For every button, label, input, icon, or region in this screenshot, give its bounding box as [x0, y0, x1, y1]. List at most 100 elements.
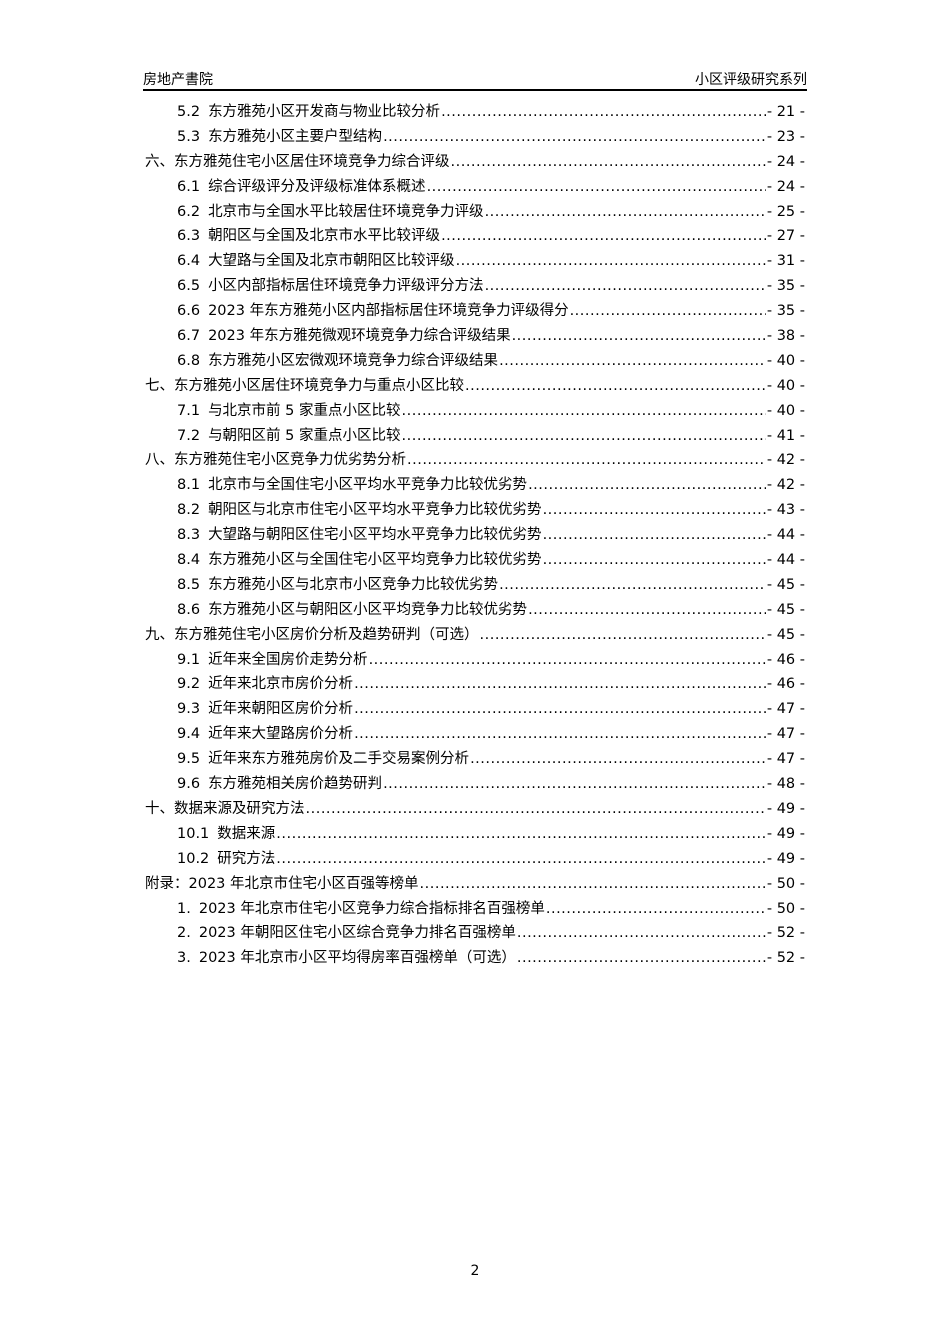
header-right: 小区评级研究系列 — [695, 72, 807, 88]
toc-entry[interactable]: 3. 2023 年北京市小区平均得房率百强榜单（可选） - 52 - — [145, 946, 805, 971]
toc-entry-title: 近年来全国房价走势分析 — [208, 651, 368, 668]
toc-entry[interactable]: 10.2 研究方法 - 49 - — [145, 847, 805, 872]
toc-entry[interactable]: 6.1 综合评级评分及评级标准体系概述 - 24 - — [145, 175, 805, 200]
toc-entry[interactable]: 2. 2023 年朝阳区住宅小区综合竞争力排名百强榜单 - 52 - — [145, 921, 805, 946]
toc-entry[interactable]: 6.7 2023 年东方雅苑微观环境竞争力综合评级结果 - 38 - — [145, 324, 805, 349]
toc-entry[interactable]: 6.6 2023 年东方雅苑小区内部指标居住环境竞争力评级得分 - 35 - — [145, 299, 805, 324]
dot-leader — [517, 946, 766, 971]
toc-entry-title: 近年来北京市房价分析 — [208, 676, 354, 693]
dot-leader — [470, 747, 766, 772]
toc-entry-page: - 46 - — [766, 676, 805, 693]
toc-entry[interactable]: 9.1 近年来全国房价走势分析 - 46 - — [145, 648, 805, 673]
dot-leader — [543, 523, 766, 548]
toc-entry[interactable]: 6.4 大望路与全国及北京市朝阳区比较评级 - 31 - — [145, 249, 805, 274]
toc-entry[interactable]: 8.2 朝阳区与北京市住宅小区平均水平竞争力比较优劣势 - 43 - — [145, 498, 805, 523]
toc-entry-title: 近年来东方雅苑房价及二手交易案例分析 — [208, 751, 470, 768]
toc-entry-number: 10.1 — [177, 825, 210, 842]
toc-entry-title: 北京市与全国住宅小区平均水平竞争力比较优劣势 — [208, 477, 528, 494]
toc-entry-title: 东方雅苑小区开发商与物业比较分析 — [208, 104, 441, 120]
dot-leader — [354, 722, 766, 747]
toc-entry-number: 2. — [177, 925, 191, 942]
toc-entry[interactable]: 1. 2023 年北京市住宅小区竞争力综合指标排名百强榜单 - 50 - — [145, 897, 805, 922]
toc-entry-number: 6.6 — [177, 303, 201, 320]
page-header: 房地产書院 小区评级研究系列 — [143, 67, 807, 91]
toc-entry-page: - 23 - — [766, 128, 805, 145]
toc-entry[interactable]: 6.3 朝阳区与全国及北京市水平比较评级 - 27 - — [145, 224, 805, 249]
dot-leader — [451, 150, 766, 175]
toc-entry[interactable]: 10.1 数据来源 - 49 - — [145, 822, 805, 847]
dot-leader — [517, 921, 766, 946]
toc-entry-title: 数据来源 — [217, 825, 276, 842]
toc-entry-page: - 40 - — [766, 402, 805, 419]
toc-entry-page: - 41 - — [766, 427, 805, 444]
toc-entry-title: 大望路与全国及北京市朝阳区比较评级 — [208, 253, 455, 270]
dot-leader — [441, 224, 766, 249]
toc-entry-title: 2023 年东方雅苑小区内部指标居住环境竞争力评级得分 — [208, 303, 569, 320]
toc-entry[interactable]: 9.4 近年来大望路房价分析 - 47 - — [145, 722, 805, 747]
toc-entry-title: 东方雅苑相关房价趋势研判 — [208, 776, 383, 793]
toc-entry[interactable]: 6.2 北京市与全国水平比较居住环境竞争力评级 - 25 - — [145, 200, 805, 225]
dot-leader — [402, 424, 766, 449]
toc-entry[interactable]: 七、东方雅苑小区居住环境竞争力与重点小区比较 - 40 - — [145, 374, 805, 399]
toc-entry-title: 2023 年北京市小区平均得房率百强榜单（可选） — [198, 950, 516, 967]
toc-entry-number: 3. — [177, 950, 191, 967]
dot-leader — [369, 648, 766, 673]
toc-entry[interactable]: 九、东方雅苑住宅小区房价分析及趋势研判（可选） - 45 - — [145, 623, 805, 648]
toc-entry[interactable]: 9.6 东方雅苑相关房价趋势研判 - 48 - — [145, 772, 805, 797]
toc-entry-number: 8.3 — [177, 527, 201, 544]
dot-leader — [512, 324, 766, 349]
toc-entry[interactable]: 9.3 近年来朝阳区房价分析 - 47 - — [145, 697, 805, 722]
toc-entry[interactable]: 六、东方雅苑住宅小区居住环境竞争力综合评级 - 24 - — [145, 150, 805, 175]
dot-leader — [354, 697, 766, 722]
toc-entry-number: 6.3 — [177, 228, 201, 245]
dot-leader — [480, 623, 766, 648]
dot-leader — [407, 448, 766, 473]
toc-entry-page: - 48 - — [766, 776, 805, 793]
toc-entry-page: - 42 - — [766, 477, 805, 494]
toc-entry-page: - 42 - — [766, 452, 805, 469]
toc-entry-page: - 44 - — [766, 527, 805, 544]
toc-entry-title: 北京市与全国水平比较居住环境竞争力评级 — [208, 203, 484, 220]
dot-leader — [546, 897, 766, 922]
toc-entry[interactable]: 6.5 小区内部指标居住环境竞争力评级评分方法 - 35 - — [145, 274, 805, 299]
toc-entry-page: - 52 - — [766, 925, 805, 942]
toc-entry[interactable]: 9.2 近年来北京市房价分析 - 46 - — [145, 672, 805, 697]
toc-entry-page: - 45 - — [766, 626, 805, 643]
toc-entry[interactable]: 8.4 东方雅苑小区与全国住宅小区平均竞争力比较优劣势 - 44 - — [145, 548, 805, 573]
toc-entry-page: - 47 - — [766, 751, 805, 768]
dot-leader — [465, 374, 766, 399]
dot-leader — [427, 175, 766, 200]
toc-entry[interactable]: 十、数据来源及研究方法 - 49 - — [145, 797, 805, 822]
toc-entry-title: 东方雅苑小区宏微观环境竞争力综合评级结果 — [208, 352, 499, 369]
header-left: 房地产書院 — [143, 72, 213, 88]
toc-entry[interactable]: 7.1 与北京市前 5 家重点小区比较 - 40 - — [145, 399, 805, 424]
toc-entry[interactable]: 5.3 东方雅苑小区主要户型结构 - 23 - — [145, 125, 805, 150]
toc-entry[interactable]: 5.2 东方雅苑小区开发商与物业比较分析 - 21 - — [145, 100, 805, 125]
toc-entry[interactable]: 8.3 大望路与朝阳区住宅小区平均水平竞争力比较优劣势 - 44 - — [145, 523, 805, 548]
dot-leader — [354, 672, 766, 697]
toc-entry-page: - 44 - — [766, 552, 805, 569]
toc-entry[interactable]: 9.5 近年来东方雅苑房价及二手交易案例分析 - 47 - — [145, 747, 805, 772]
toc-entry[interactable]: 附录：2023 年北京市住宅小区百强等榜单 - 50 - — [145, 872, 805, 897]
toc-entry[interactable]: 7.2 与朝阳区前 5 家重点小区比较 - 41 - — [145, 424, 805, 449]
toc-entry[interactable]: 8.5 东方雅苑小区与北京市小区竞争力比较优劣势 - 45 - — [145, 573, 805, 598]
toc-entry[interactable]: 8.6 东方雅苑小区与朝阳区小区平均竞争力比较优劣势 - 45 - — [145, 598, 805, 623]
toc-entry-page: - 40 - — [766, 377, 805, 394]
toc-entry-number: 8.5 — [177, 576, 201, 593]
toc-entry-number: 9.3 — [177, 701, 201, 718]
toc-entry[interactable]: 8.1 北京市与全国住宅小区平均水平竞争力比较优劣势 - 42 - — [145, 473, 805, 498]
toc-entry-title: 研究方法 — [217, 850, 276, 867]
toc-entry-number: 8.4 — [177, 552, 201, 569]
toc-entry[interactable]: 6.8 东方雅苑小区宏微观环境竞争力综合评级结果 - 40 - — [145, 349, 805, 374]
toc-entry-number: 7.2 — [177, 427, 201, 444]
toc-entry-number: 6.2 — [177, 203, 201, 220]
dot-leader — [276, 822, 766, 847]
toc-entry-page: - 49 - — [766, 825, 805, 842]
dot-leader — [441, 100, 766, 125]
toc-entry-title: 附录：2023 年北京市住宅小区百强等榜单 — [145, 875, 419, 892]
dot-leader — [499, 349, 766, 374]
toc-entry-page: - 52 - — [766, 950, 805, 967]
toc-entry-page: - 27 - — [766, 228, 805, 245]
toc-entry-title: 东方雅苑小区与北京市小区竞争力比较优劣势 — [208, 576, 499, 593]
toc-entry[interactable]: 八、东方雅苑住宅小区竞争力优劣势分析 - 42 - — [145, 448, 805, 473]
